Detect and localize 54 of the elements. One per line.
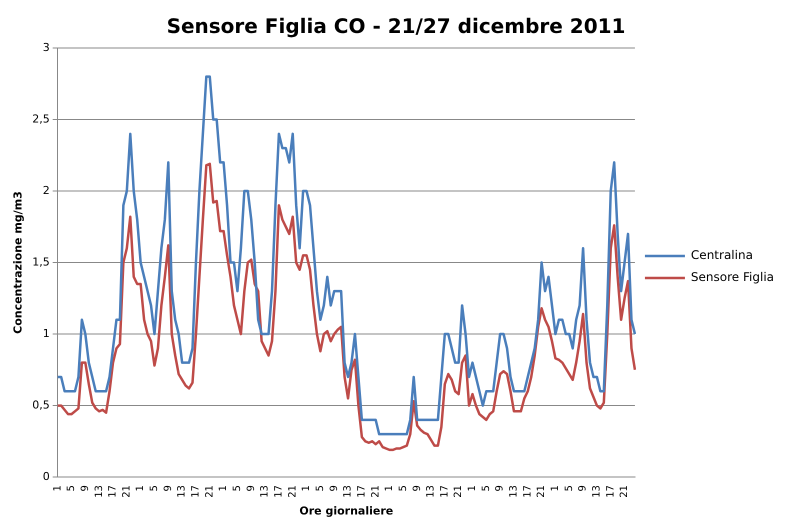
x-tick-label: 13 (426, 485, 437, 498)
x-tick-label: 1 (467, 485, 478, 492)
x-tick-label: 21 (204, 485, 216, 498)
x-tick-label: 17 (439, 485, 450, 498)
x-tick-label: 9 (412, 485, 423, 492)
x-tick-label: 13 (260, 485, 271, 498)
x-tick-label: 17 (190, 485, 202, 498)
y-tick-label: 3 (42, 40, 50, 54)
y-tick-label: 2 (42, 184, 50, 197)
y-tick-label: 1,5 (32, 255, 50, 268)
x-tick-label: 21 (453, 485, 464, 498)
x-tick-label: 5 (398, 485, 409, 492)
x-tick-label: 13 (94, 485, 105, 498)
x-tick-label: 1 (135, 485, 146, 492)
chart-title: Sensore Figlia CO - 21/27 dicembre 2011 (166, 14, 626, 38)
y-tick-label: 1 (42, 326, 50, 340)
y-tick-label: 2,5 (32, 112, 50, 126)
x-tick-label: 21 (370, 485, 382, 498)
x-tick-label: 9 (328, 485, 340, 492)
legend-label: Centralina (690, 248, 753, 262)
x-tick-label: 1 (218, 485, 230, 492)
x-tick-label: 5 (314, 485, 326, 492)
x-tick-label: 5 (564, 485, 575, 492)
x-tick-label: 9 (246, 485, 257, 492)
x-axis-title: Ore giornaliere (299, 504, 394, 518)
x-tick-label: 1 (52, 485, 64, 492)
x-tick-label: 13 (592, 485, 603, 498)
x-tick-label: 5 (232, 485, 244, 492)
x-tick-label: 1 (550, 485, 562, 492)
y-tick-label: 0,5 (32, 398, 50, 412)
legend-label: Sensore Figlia (690, 270, 774, 284)
y-axis-title: Concentrazione mg/m3 (11, 191, 24, 334)
x-tick-label: 21 (287, 485, 298, 498)
x-tick-label: 5 (66, 485, 78, 492)
x-tick-label: 5 (480, 485, 492, 492)
y-tick-label: 0 (42, 470, 50, 483)
x-tick-label: 13 (176, 485, 188, 498)
x-tick-label: 21 (121, 485, 132, 498)
x-tick-label: 9 (494, 485, 506, 492)
x-tick-label: 17 (605, 485, 616, 498)
x-tick-label: 21 (536, 485, 548, 498)
x-tick-label: 9 (578, 485, 589, 492)
x-tick-label: 5 (149, 485, 160, 492)
x-tick-label: 21 (619, 485, 630, 498)
x-tick-label: 17 (274, 485, 285, 498)
x-tick-label: 9 (80, 485, 91, 492)
x-tick-label: 9 (162, 485, 174, 492)
x-tick-label: 17 (108, 485, 119, 498)
x-tick-label: 13 (508, 485, 520, 498)
x-tick-label: 1 (384, 485, 396, 492)
x-tick-label: 13 (342, 485, 354, 498)
x-tick-label: 17 (356, 485, 368, 498)
x-tick-label: 1 (301, 485, 312, 492)
x-tick-label: 17 (522, 485, 534, 498)
